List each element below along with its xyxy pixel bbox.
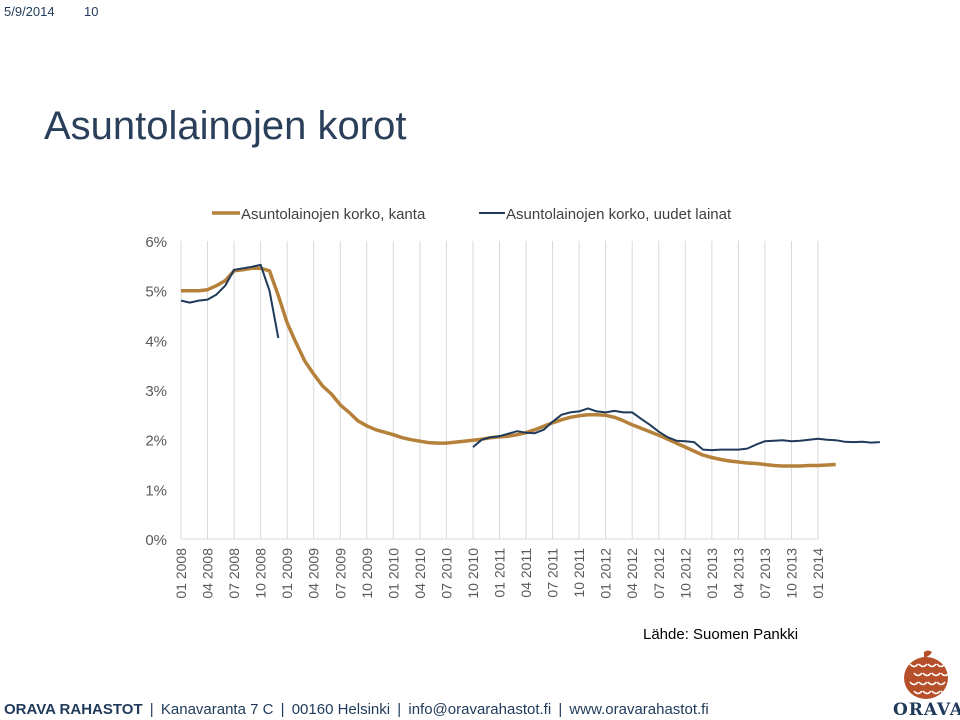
x-tick-label: 07 2011 <box>545 548 561 598</box>
x-tick-label: 10 2008 <box>253 548 269 599</box>
x-tick-label: 04 2012 <box>624 548 640 599</box>
footer-brand: ORAVA RAHASTOT <box>4 701 143 718</box>
x-tick-label: 04 2013 <box>730 548 746 599</box>
x-tick-label: 01 2011 <box>492 548 508 598</box>
y-tick-label: 2% <box>145 433 167 450</box>
logo-cone <box>904 657 948 699</box>
footer: ORAVA RAHASTOT | Kanavaranta 7 C | 00160… <box>4 701 709 718</box>
x-tick-label: 10 2013 <box>783 548 799 599</box>
logo-scale <box>922 672 932 677</box>
footer-address: Kanavaranta 7 C <box>160 701 274 718</box>
x-tick-label: 04 2009 <box>306 548 322 599</box>
y-tick-label: 1% <box>145 482 167 499</box>
footer-separator: | <box>397 701 402 718</box>
chart-grid <box>180 241 819 540</box>
logo-scale <box>913 672 923 677</box>
footer-separator: | <box>280 701 285 718</box>
x-tick-label: 10 2011 <box>571 548 587 598</box>
slide-number: 10 <box>84 4 99 19</box>
pinecone-icon <box>904 650 950 699</box>
series-line-uudet <box>180 263 280 339</box>
x-tick-label: 04 2011 <box>518 548 534 598</box>
x-tick-label: 07 2013 <box>757 548 773 599</box>
y-tick-label: 0% <box>145 532 167 549</box>
x-tick-label: 01 2010 <box>385 548 401 599</box>
x-tick-label: 01 2012 <box>598 548 614 599</box>
logo-scale <box>922 690 932 695</box>
logo-scale <box>931 690 941 695</box>
x-tick-label: 07 2008 <box>226 548 242 599</box>
logo-scale <box>918 681 928 686</box>
logo-scale <box>913 690 923 695</box>
x-tick-label: 04 2008 <box>200 548 216 599</box>
footer-postal: 00160 Helsinki <box>291 701 391 718</box>
chart-legend: Asuntolainojen korko, kanta Asuntolainoje… <box>212 206 732 223</box>
y-tick-label: 4% <box>145 333 167 350</box>
x-tick-label: 10 2009 <box>359 548 375 599</box>
slide-date: 5/9/2014 <box>4 4 55 19</box>
y-tick-label: 6% <box>145 234 167 251</box>
legend-label-kanta: Asuntolainojen korko, kanta <box>241 206 426 223</box>
logo-scale <box>940 690 950 695</box>
legend-label-uudet: Asuntolainojen korko, uudet lainat <box>506 206 732 223</box>
y-tick-label: 3% <box>145 383 167 400</box>
x-tick-label: 07 2010 <box>438 548 454 599</box>
logo-scale <box>936 681 946 686</box>
series-line-uudet <box>472 407 880 452</box>
x-tick-label: 07 2009 <box>332 548 348 599</box>
y-tick-label: 5% <box>145 284 167 301</box>
footer-separator: | <box>558 701 563 718</box>
series-line-kanta <box>181 266 836 468</box>
logo-scale <box>909 663 919 668</box>
page-title: Asuntolainojen korot <box>44 104 407 148</box>
x-axis: 01 2008 04 2008 07 2008 10 2008 01 2009 04 20… <box>173 548 826 599</box>
x-tick-label: 10 2010 <box>465 548 481 599</box>
y-axis: 0% 1% 2% 3% 4% 5% 6% <box>145 234 167 549</box>
chart-series <box>180 263 880 468</box>
source-note: Lähde: Suomen Pankki <box>643 626 799 643</box>
logo-scale <box>927 681 937 686</box>
logo-scale <box>936 663 946 668</box>
logo-scale <box>931 672 941 677</box>
x-tick-label: 01 2008 <box>173 548 189 599</box>
x-tick-label: 01 2009 <box>279 548 295 599</box>
x-tick-label: 07 2012 <box>651 548 667 599</box>
logo-scale <box>927 663 937 668</box>
x-tick-label: 04 2010 <box>412 548 428 599</box>
logo-scale <box>909 681 919 686</box>
footer-web-link[interactable]: www.oravarahastot.fi <box>569 701 709 718</box>
x-tick-label: 01 2014 <box>810 548 826 599</box>
logo-scale <box>918 663 928 668</box>
logo-text: ORAVA <box>893 700 960 720</box>
x-tick-label: 01 2013 <box>704 548 720 599</box>
footer-separator: | <box>149 701 154 718</box>
logo-scale <box>940 672 950 677</box>
x-tick-label: 10 2012 <box>677 548 693 599</box>
interest-rate-chart: 0% 1% 2% 3% 4% 5% 6% 01 2008 04 2008 07 2008 10 2… <box>145 206 880 599</box>
footer-email-link[interactable]: info@oravarahastot.fi <box>408 701 552 718</box>
logo-stem <box>924 650 932 658</box>
